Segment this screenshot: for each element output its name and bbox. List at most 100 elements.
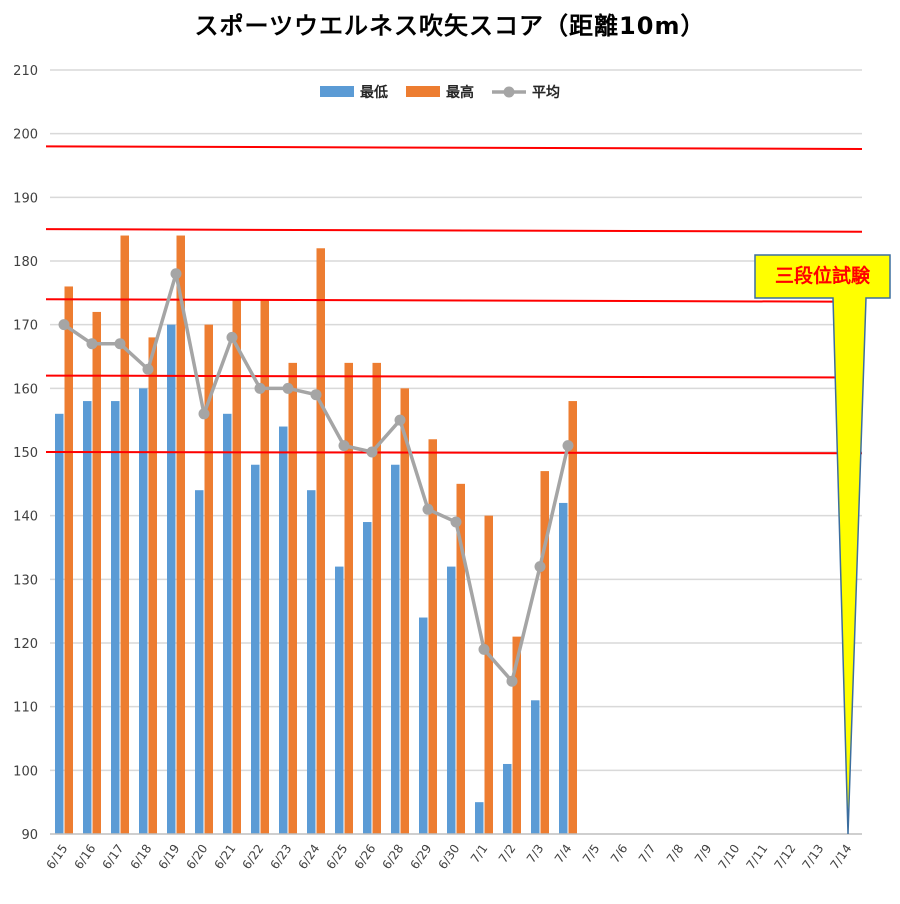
x-tick-label: 6/17 <box>100 842 127 872</box>
x-tick-label: 6/26 <box>352 842 379 872</box>
bar-min <box>167 324 176 834</box>
bar-max <box>316 248 325 834</box>
bar-max <box>484 515 493 834</box>
x-tick-label: 6/29 <box>408 842 435 872</box>
average-point <box>58 319 70 331</box>
x-tick-label: 6/25 <box>324 842 351 872</box>
y-tick-label: 150 <box>13 446 38 461</box>
bar-max <box>344 362 353 834</box>
average-point <box>170 268 182 280</box>
bars-layer <box>55 235 577 835</box>
x-tick-label: 6/30 <box>436 842 463 872</box>
legend: 最低 最高 平均 <box>320 84 560 101</box>
callout-text: 三段位試験 <box>775 264 871 287</box>
average-point <box>86 338 98 350</box>
bar-max <box>176 235 185 835</box>
y-tick-label: 90 <box>21 828 38 843</box>
y-tick-label: 110 <box>13 701 38 716</box>
bar-min <box>55 413 64 834</box>
average-point <box>450 516 462 528</box>
reference-line <box>45 145 863 150</box>
bar-max <box>400 388 409 834</box>
x-tick-label: 6/21 <box>212 842 239 872</box>
x-tick-label: 7/7 <box>636 842 659 866</box>
x-tick-label: 7/11 <box>744 842 771 872</box>
y-tick-label: 210 <box>13 64 38 79</box>
y-tick-label: 100 <box>13 764 38 779</box>
average-point <box>338 440 350 452</box>
average-line-layer <box>58 268 574 687</box>
bar-min <box>195 490 204 834</box>
bar-max <box>428 439 437 834</box>
y-tick-label: 120 <box>13 637 38 652</box>
average-point <box>562 440 574 452</box>
x-tick-label: 6/18 <box>128 842 155 872</box>
reference-line <box>45 228 863 233</box>
bar-min <box>419 617 428 834</box>
bar-max <box>512 636 521 834</box>
bar-min <box>83 401 92 834</box>
bar-max <box>148 337 157 834</box>
bar-max <box>204 324 213 834</box>
y-tick-label: 200 <box>13 128 38 143</box>
average-point <box>394 414 406 426</box>
bar-min <box>139 388 148 834</box>
average-point <box>422 503 434 515</box>
x-tick-label: 6/24 <box>296 842 323 872</box>
x-tick-label: 6/22 <box>240 842 267 872</box>
legend-label: 最高 <box>446 84 474 101</box>
bar-min <box>447 566 456 834</box>
y-tick-label: 170 <box>13 319 38 334</box>
y-tick-label: 160 <box>13 382 38 397</box>
bar-min <box>531 700 540 834</box>
x-tick-label: 7/2 <box>496 842 519 866</box>
callout: 三段位試験 <box>754 254 891 835</box>
bar-min <box>503 763 512 834</box>
average-point <box>366 446 378 458</box>
bar-max <box>232 299 241 834</box>
average-point <box>114 338 126 350</box>
bar-max <box>92 311 101 834</box>
average-point <box>198 408 210 420</box>
bar-max <box>120 235 129 835</box>
bar-max <box>456 483 465 834</box>
x-tick-label: 6/15 <box>44 842 71 872</box>
x-tick-label: 7/3 <box>524 842 547 866</box>
legend-label: 平均 <box>532 84 560 101</box>
bar-max <box>260 299 269 834</box>
y-tick-label: 140 <box>13 510 38 525</box>
reference-line <box>45 451 863 455</box>
bar-min <box>111 401 120 834</box>
x-tick-label: 6/19 <box>156 842 183 872</box>
x-tick-label: 7/9 <box>692 842 715 866</box>
y-tick-label: 130 <box>13 573 38 588</box>
bar-min <box>475 802 484 834</box>
bar-max <box>288 362 297 834</box>
x-tick-label: 6/16 <box>72 842 99 872</box>
bar-min <box>363 522 372 834</box>
legend-label: 最低 <box>360 84 388 101</box>
average-point <box>478 643 490 655</box>
average-point <box>142 363 154 375</box>
bar-max <box>540 471 549 834</box>
reference-line <box>45 374 863 379</box>
legend-swatch <box>320 86 354 97</box>
x-tick-label: 7/4 <box>552 842 575 866</box>
bar-min <box>223 413 232 834</box>
average-point <box>254 382 266 394</box>
y-tick-label: 180 <box>13 255 38 270</box>
bar-min <box>307 490 316 834</box>
x-tick-label: 7/12 <box>772 842 799 872</box>
bar-max <box>372 362 381 834</box>
chart-title: スポーツウエルネス吹矢スコア（距離10m） <box>194 12 706 40</box>
x-tick-label: 7/6 <box>608 842 631 866</box>
legend-swatch-marker <box>503 86 515 98</box>
legend-swatch <box>406 86 440 97</box>
bar-min <box>391 464 400 834</box>
x-tick-label: 6/28 <box>380 842 407 872</box>
x-tick-label: 6/23 <box>268 842 295 872</box>
x-tick-label: 7/13 <box>800 842 827 872</box>
x-tick-label: 7/10 <box>716 842 743 872</box>
